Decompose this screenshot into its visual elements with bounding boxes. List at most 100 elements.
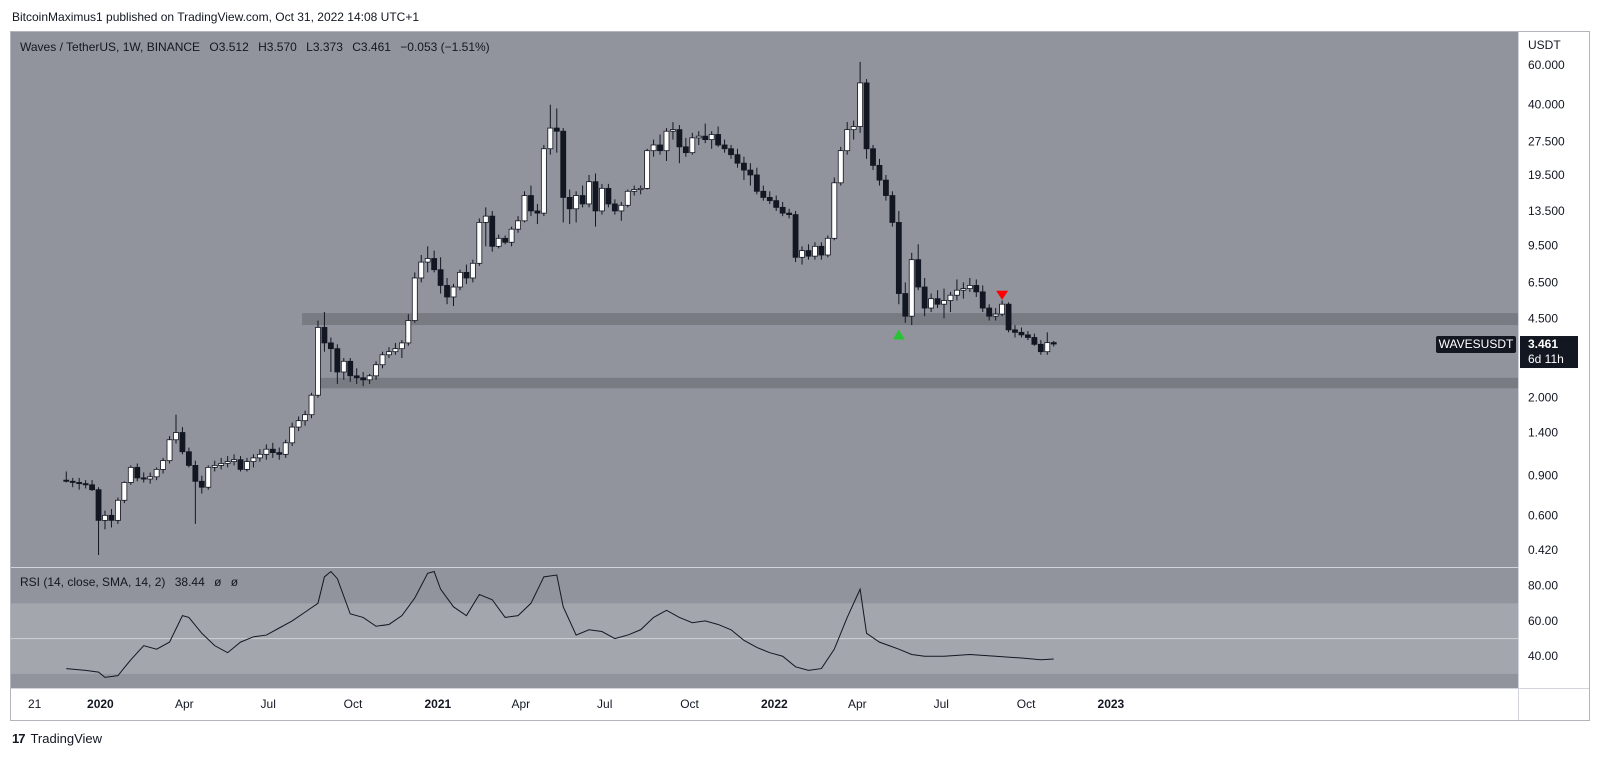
candle-body[interactable]: [566, 197, 573, 210]
candle-body[interactable]: [579, 195, 586, 205]
candle-body[interactable]: [418, 261, 425, 279]
candle-body[interactable]: [495, 237, 502, 247]
candle-body[interactable]: [315, 327, 321, 396]
candle-body[interactable]: [618, 204, 625, 212]
candle-body[interactable]: [353, 375, 360, 379]
candle-body[interactable]: [850, 126, 857, 131]
candle-body[interactable]: [721, 144, 728, 150]
candle-body[interactable]: [379, 354, 386, 366]
candle-body[interactable]: [450, 286, 457, 298]
candle-body[interactable]: [444, 285, 450, 298]
candle-body[interactable]: [702, 135, 709, 140]
candle-body[interactable]: [327, 342, 334, 350]
candle-body[interactable]: [786, 212, 793, 216]
candle-body[interactable]: [844, 129, 851, 152]
candle-body[interactable]: [263, 448, 270, 455]
candle-body[interactable]: [108, 514, 115, 521]
candle-body[interactable]: [302, 414, 308, 422]
candle-body[interactable]: [792, 214, 799, 258]
candle-body[interactable]: [476, 222, 483, 264]
candle-body[interactable]: [605, 187, 612, 205]
candle-body[interactable]: [437, 269, 444, 286]
candle-body[interactable]: [360, 377, 367, 381]
candle-body[interactable]: [424, 258, 431, 263]
candle-body[interactable]: [153, 468, 160, 478]
candle-body[interactable]: [185, 451, 192, 466]
candle-body[interactable]: [818, 245, 825, 256]
candle-body[interactable]: [250, 457, 257, 462]
footer-brand[interactable]: TradingView: [30, 731, 103, 746]
candle-body[interactable]: [876, 165, 883, 181]
candle-body[interactable]: [992, 313, 999, 317]
candle-body[interactable]: [870, 148, 876, 166]
candle-body[interactable]: [269, 448, 276, 453]
candle-body[interactable]: [547, 127, 554, 150]
candle-body[interactable]: [89, 484, 95, 491]
candle-body[interactable]: [637, 187, 644, 190]
candle-body[interactable]: [573, 195, 580, 210]
candle-body[interactable]: [689, 137, 696, 154]
candle-body[interactable]: [244, 461, 250, 470]
tradingview-logo-icon[interactable]: 17: [12, 731, 26, 746]
candle-body[interactable]: [728, 148, 734, 156]
candle-body[interactable]: [560, 130, 567, 198]
candle-body[interactable]: [457, 271, 463, 288]
candle-body[interactable]: [508, 228, 515, 243]
candle-body[interactable]: [657, 144, 663, 152]
candle-body[interactable]: [1018, 331, 1025, 336]
candle-body[interactable]: [895, 222, 902, 294]
candle-body[interactable]: [95, 489, 102, 521]
candle-body[interactable]: [147, 476, 154, 480]
chart-frame[interactable]: [10, 31, 1590, 721]
candle-body[interactable]: [650, 144, 657, 152]
candle-body[interactable]: [760, 190, 767, 198]
candle-body[interactable]: [276, 452, 283, 455]
candle-body[interactable]: [715, 134, 722, 146]
candle-body[interactable]: [340, 360, 347, 373]
candle-body[interactable]: [198, 480, 205, 488]
candle-body[interactable]: [973, 285, 980, 293]
candle-body[interactable]: [405, 320, 412, 344]
candle-body[interactable]: [863, 82, 870, 150]
candle-body[interactable]: [160, 460, 166, 470]
candle-body[interactable]: [140, 477, 147, 480]
candle-body[interactable]: [966, 285, 973, 289]
candle-body[interactable]: [947, 294, 954, 301]
candle-body[interactable]: [205, 466, 212, 488]
candle-body[interactable]: [986, 307, 993, 317]
candle-body[interactable]: [747, 169, 754, 176]
candle-body[interactable]: [682, 146, 689, 154]
candle-body[interactable]: [979, 291, 986, 309]
candle-body[interactable]: [999, 303, 1005, 315]
candle-body[interactable]: [837, 150, 844, 184]
candle-body[interactable]: [921, 286, 928, 309]
candle-body[interactable]: [469, 262, 476, 279]
candle-body[interactable]: [734, 154, 741, 164]
candle-body[interactable]: [431, 258, 438, 271]
candle-body[interactable]: [824, 237, 831, 256]
candle-body[interactable]: [1037, 343, 1044, 353]
candle-body[interactable]: [805, 250, 812, 257]
candle-body[interactable]: [902, 293, 909, 317]
candle-body[interactable]: [663, 130, 670, 152]
candle-body[interactable]: [611, 203, 618, 212]
candle-body[interactable]: [889, 195, 896, 223]
candle-body[interactable]: [173, 432, 179, 441]
candle-body[interactable]: [915, 259, 922, 288]
candle-body[interactable]: [69, 480, 76, 483]
candle-body[interactable]: [218, 463, 225, 466]
candle-body[interactable]: [766, 197, 773, 202]
candle-body[interactable]: [386, 351, 392, 356]
candle-body[interactable]: [528, 195, 534, 212]
candle-body[interactable]: [1050, 342, 1057, 345]
candle-body[interactable]: [256, 453, 263, 459]
rsi-scale[interactable]: 80.00 60.00 40.00: [1528, 579, 1558, 664]
candle-body[interactable]: [624, 190, 631, 206]
candle-body[interactable]: [515, 220, 521, 230]
candle-body[interactable]: [134, 466, 141, 479]
candle-body[interactable]: [82, 483, 89, 486]
candle-body[interactable]: [812, 245, 818, 257]
candle-body[interactable]: [708, 134, 715, 140]
candle-body[interactable]: [644, 150, 651, 189]
